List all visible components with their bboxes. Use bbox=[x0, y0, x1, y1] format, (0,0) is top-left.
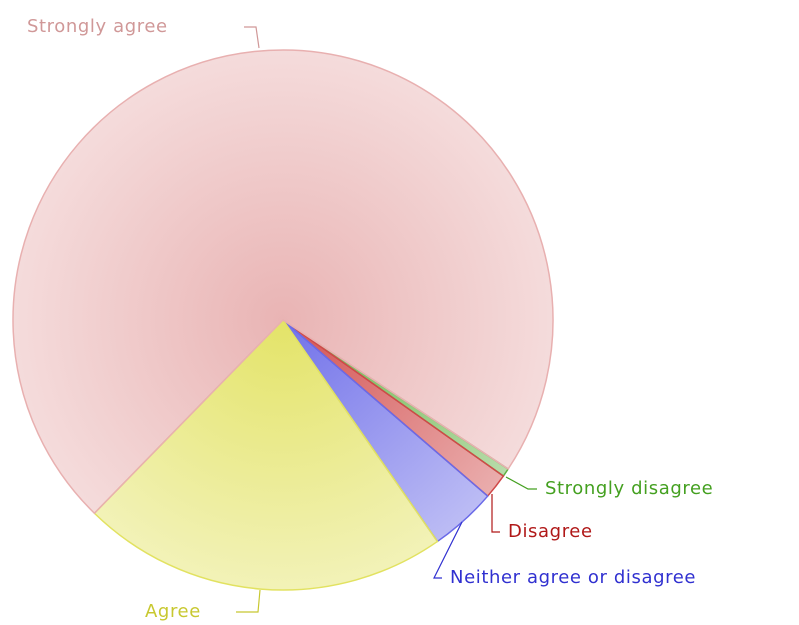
slice-label: Neither agree or disagree bbox=[450, 567, 696, 588]
slice-label: Agree bbox=[145, 601, 201, 622]
slice-label: Strongly agree bbox=[27, 16, 168, 37]
leader-line bbox=[491, 494, 500, 533]
slice-label: Strongly disagree bbox=[545, 478, 713, 499]
leader-line bbox=[505, 476, 537, 490]
pie-slice bbox=[12, 49, 554, 515]
leader-line bbox=[236, 589, 261, 613]
leader-line bbox=[433, 521, 463, 579]
slice-label: Disagree bbox=[508, 521, 593, 542]
leader-line bbox=[244, 26, 260, 49]
pie-slice bbox=[93, 318, 439, 591]
